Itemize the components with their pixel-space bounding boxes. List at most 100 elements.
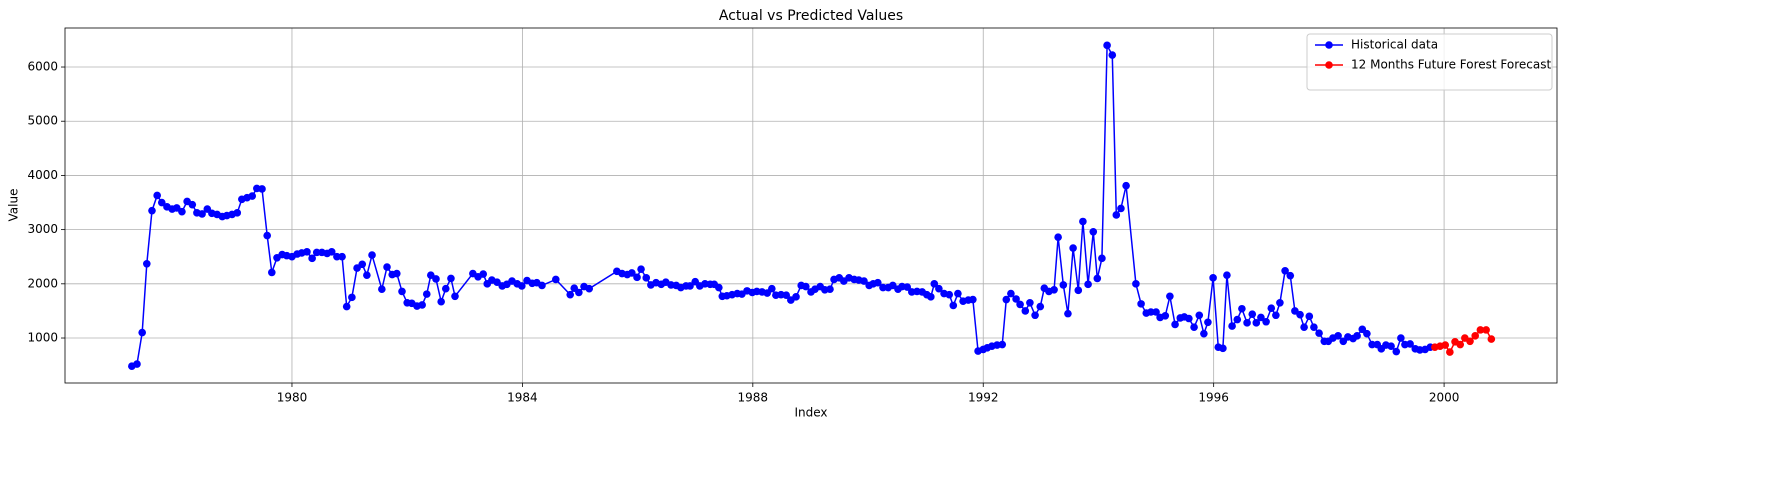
data-point: [1195, 311, 1204, 320]
data-point: [1204, 318, 1212, 327]
data-point: [1487, 335, 1496, 343]
data-point: [1276, 298, 1284, 307]
data-point: [1166, 292, 1174, 301]
data-point: [792, 293, 800, 301]
y-tick-label: 6000: [27, 60, 58, 74]
data-point: [575, 288, 583, 297]
data-point: [233, 209, 242, 217]
x-tick-label: 1992: [968, 391, 999, 405]
data-point: [348, 293, 356, 302]
data-point: [1031, 311, 1039, 320]
data-point: [441, 284, 450, 293]
data-point: [1190, 323, 1198, 331]
data-point: [1238, 304, 1246, 313]
data-point: [1122, 181, 1130, 190]
legend-marker: [1325, 61, 1333, 69]
data-point: [930, 280, 939, 288]
data-point: [479, 270, 488, 278]
x-axis-label: Index: [794, 406, 827, 420]
data-point: [954, 289, 962, 298]
data-point: [686, 282, 694, 290]
legend-label: Historical data: [1351, 38, 1438, 52]
data-point: [935, 284, 943, 293]
data-point: [308, 254, 316, 263]
data-point: [1406, 340, 1414, 348]
data-point: [1310, 323, 1318, 331]
data-point: [552, 275, 560, 284]
data-point: [268, 268, 276, 277]
y-tick-label: 5000: [27, 114, 58, 128]
data-point: [1064, 309, 1072, 318]
legend-box: [1306, 33, 1553, 91]
data-point: [263, 231, 271, 240]
data-point: [1315, 329, 1323, 337]
data-point: [432, 275, 440, 283]
data-point: [642, 274, 651, 282]
data-point: [422, 290, 431, 298]
data-point: [1392, 347, 1401, 356]
data-point: [874, 278, 882, 287]
data-point: [1233, 315, 1242, 324]
data-point: [1117, 204, 1125, 213]
data-point: [1185, 314, 1193, 323]
data-point: [1016, 300, 1024, 309]
data-point: [1257, 313, 1265, 322]
data-point: [153, 191, 161, 200]
data-point: [368, 251, 376, 259]
data-point: [157, 198, 166, 207]
data-point: [1059, 281, 1068, 289]
data-point: [1132, 280, 1140, 288]
data-point: [1243, 319, 1251, 327]
data-point: [1456, 340, 1465, 349]
data-point: [628, 269, 636, 277]
data-point: [1296, 310, 1304, 319]
data-point: [518, 282, 526, 290]
data-point: [715, 283, 723, 292]
legend-marker: [1325, 41, 1333, 49]
data-point: [1300, 323, 1308, 331]
data-point: [1050, 285, 1058, 294]
data-point: [1267, 304, 1276, 313]
data-point: [1054, 233, 1062, 242]
data-point: [1084, 280, 1092, 289]
data-point: [782, 291, 791, 299]
data-point: [1441, 341, 1450, 349]
data-point: [1228, 322, 1236, 330]
data-point: [1026, 298, 1034, 307]
data-point: [258, 185, 266, 193]
x-tick-label: 1980: [277, 391, 308, 405]
plot-area: 1980 1984 1988 1992 1996 2000 1000 2000 3000 4000…: [27, 27, 1558, 405]
data-point: [1252, 319, 1261, 327]
data-point: [1363, 329, 1371, 338]
data-point: [637, 265, 645, 273]
data-point: [398, 287, 406, 296]
data-point: [418, 301, 426, 309]
y-tick-label: 3000: [27, 222, 58, 236]
chart-title: Actual vs Predicted Values: [719, 8, 903, 24]
data-point: [338, 252, 346, 261]
data-point: [969, 295, 977, 304]
plot-frame: [64, 27, 1558, 384]
data-point: [358, 260, 367, 269]
data-point: [1334, 332, 1342, 340]
data-point: [1093, 274, 1102, 283]
data-point: [1007, 289, 1015, 298]
data-point: [945, 290, 954, 299]
data-point: [1089, 227, 1098, 236]
data-point: [1476, 326, 1485, 334]
data-point: [1387, 342, 1395, 350]
data-point: [437, 297, 445, 306]
data-point: [1108, 51, 1117, 59]
data-point: [1471, 332, 1479, 340]
data-point: [768, 284, 776, 293]
data-point: [802, 282, 810, 291]
data-point: [1036, 302, 1045, 311]
data-point: [342, 302, 351, 311]
y-axis-label: Value: [7, 189, 21, 222]
data-point: [1079, 217, 1087, 226]
x-tick-label: 1996: [1198, 391, 1229, 405]
data-point: [363, 271, 371, 279]
data-point: [1219, 344, 1227, 353]
data-point: [826, 285, 834, 294]
